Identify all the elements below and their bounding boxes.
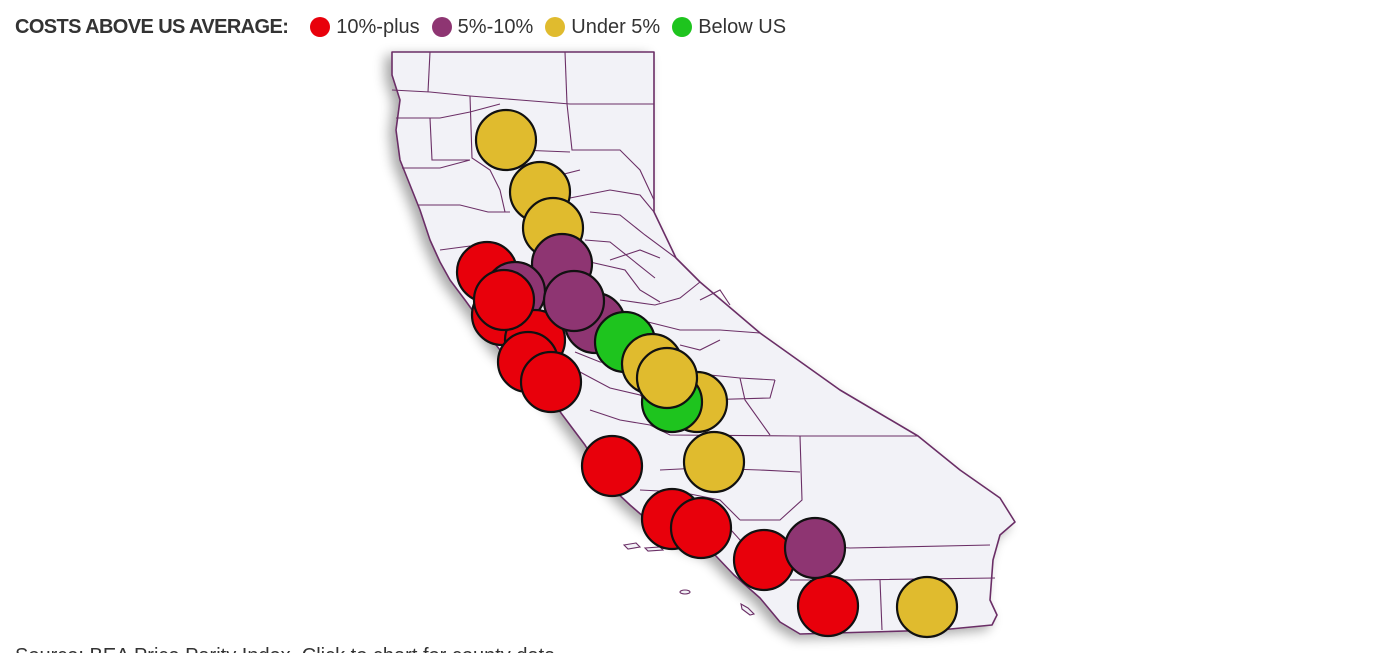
island [643,546,665,552]
metro-marker[interactable] [474,108,538,172]
metro-marker[interactable] [519,350,583,414]
islands [622,542,756,616]
source-note: Source: BEA Price Parity Index. Click to… [15,645,555,653]
green-dot-icon [672,17,693,37]
yellow-dot-icon [545,17,566,37]
county-borders [391,51,996,631]
legend-label: 5%-10% [457,15,534,38]
metro-marker[interactable] [580,434,644,498]
legend-item-below-us: Below US [672,16,786,39]
island [679,589,691,595]
metro-markers [455,108,959,639]
legend-label: Below US [698,15,787,38]
red-dot-icon [310,17,331,37]
legend-item-10-plus: 10%-plus [310,15,420,39]
island [622,542,642,550]
metro-marker[interactable] [682,430,746,494]
legend-item-5-10: 5%-10% [431,15,534,39]
chart-link[interactable]: Click to chart for county data [302,645,555,653]
metro-marker[interactable] [732,528,796,592]
legend-label: 10%-plus [336,15,420,38]
legend-label: Under 5% [571,15,661,38]
legend-title: COSTS ABOVE US AVERAGE: [15,15,289,38]
purple-dot-icon [431,17,452,37]
metro-marker[interactable] [796,574,860,638]
metro-marker[interactable] [635,346,699,410]
legend-item-under-5: Under 5% [545,16,660,39]
metro-marker[interactable] [542,269,606,333]
metro-marker[interactable] [895,575,959,639]
island [740,602,756,616]
metro-marker[interactable] [669,496,733,560]
source-text: Source: BEA Price Parity Index. [15,645,302,653]
metro-marker[interactable] [472,268,536,332]
legend: COSTS ABOVE US AVERAGE: 10%-plus 5%-10% … [15,14,798,40]
metro-marker[interactable] [783,516,847,580]
